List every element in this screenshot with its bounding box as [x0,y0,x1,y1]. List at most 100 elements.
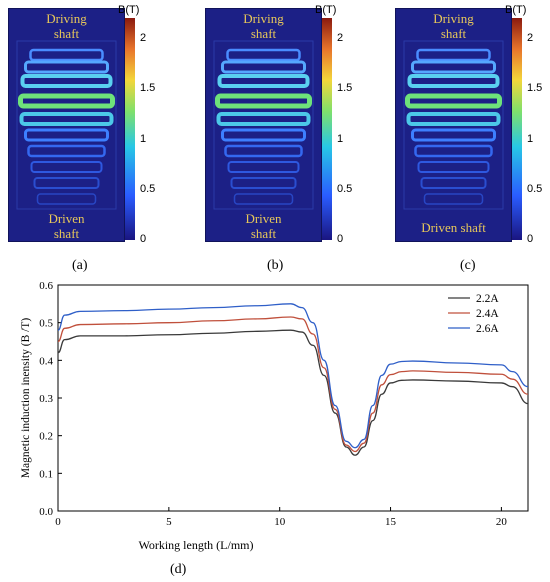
colorbar-tick: 1.5 [337,82,353,94]
field-frame [33,177,100,189]
driven-shaft-label-b: Driven shaft [206,211,321,241]
field-frame [224,144,303,158]
x-tick-label: 5 [166,516,172,528]
field-map-panel-b: Driving shaft Driven shaft B(T) 2 1.5 1 … [197,0,372,280]
y-tick-label: 0.1 [39,468,53,480]
colorbar-a [125,18,135,240]
driving-shaft-line1: Driving [46,11,87,26]
y-tick-label: 0.2 [39,431,53,443]
field-frame [20,74,113,88]
field-frame [420,177,487,189]
field-frame [411,128,496,142]
colorbar-title-c: B(T) [505,4,527,16]
field-map-a: Driving shaft Driven shaft [8,8,125,242]
panel-label-c: (c) [460,258,476,273]
colorbar-c [512,18,522,240]
field-frame [416,48,491,62]
field-frame [406,112,501,126]
legend-label: 2.4A [476,308,499,320]
y-tick-label: 0.0 [39,506,53,518]
driving-shaft-line2: shaft [250,26,277,41]
driven-shaft-line1: Driven [245,211,282,226]
field-frame [216,112,311,126]
driven-shaft-line1: Driven shaft [421,220,486,235]
colorbar-tick: 0.5 [337,183,353,195]
driving-shaft-label-b: Driving shaft [206,11,321,41]
field-frame [221,128,306,142]
y-axis-label: Magnetic induction inensity (B /T) [20,318,32,479]
field-frame [233,193,294,205]
panel-label-a: (a) [72,258,88,273]
field-frame [227,161,300,173]
y-tick-label: 0.5 [39,318,53,330]
driven-shaft-line2: shaft [53,226,80,241]
field-frame [407,74,500,88]
panel-label-b: (b) [267,258,284,273]
field-frame [215,93,312,109]
field-map-c: Driving shaft Driven shaft [395,8,512,242]
x-tick-label: 15 [385,516,397,528]
field-frame [230,177,297,189]
line-chart: 0 5 10 15 20 0.0 0.1 0.2 0.3 0.4 0.5 0.6 2.2A 2.4A 2.… [20,282,529,552]
y-tick-label: 0.4 [39,355,53,367]
driven-shaft-line1: Driven [48,211,85,226]
driving-shaft-label-a: Driving shaft [9,11,124,41]
field-map-panel-c: Driving shaft Driven shaft B(T) 2 1.5 1 … [387,0,550,280]
driven-shaft-label-c: Driven shaft [396,220,511,235]
field-frame [19,112,114,126]
x-tick-label: 10 [274,516,286,528]
driving-shaft-line1: Driving [243,11,284,26]
colorbar-title-a: B(T) [118,4,140,16]
colorbar-tick: 0 [140,233,147,245]
colorbar-tick: 1 [527,133,534,145]
field-frame [30,161,103,173]
colorbar-title-b: B(T) [315,4,337,16]
colorbar-b [322,18,332,240]
field-frame [417,161,490,173]
colorbar-tick: 0.5 [527,183,543,195]
field-map-b: Driving shaft Driven shaft [205,8,322,242]
series-line-2.4A [57,316,529,453]
colorbar-tick: 2 [140,32,147,44]
field-frame [24,128,109,142]
field-frame [221,60,306,74]
driven-shaft-line2: shaft [250,226,277,241]
field-frame [29,48,104,62]
driven-shaft-label-a: Driven shaft [9,211,124,241]
field-frame [405,93,502,109]
field-map-a-graphic [16,40,117,210]
driving-shaft-line1: Driving [433,11,474,26]
field-frame [24,60,109,74]
shaft-body [213,40,314,210]
series-line-2.6A [57,303,529,449]
colorbar-tick: 1 [337,133,344,145]
field-frame [18,93,115,109]
panel-label-d: (d) [170,562,187,577]
colorbar-tick: 2 [527,32,534,44]
field-frame [411,60,496,74]
x-tick-label: 20 [496,516,508,528]
colorbar-tick: 1.5 [527,82,543,94]
field-map-c-graphic [403,40,504,210]
y-tick-label: 0.6 [39,282,53,292]
series-line-2.2A [57,329,529,456]
legend-label: 2.2A [476,293,499,305]
field-frame [27,144,106,158]
driving-shaft-label-c: Driving shaft [396,11,511,41]
colorbar-tick: 0 [527,233,534,245]
field-frame [414,144,493,158]
shaft-body [16,40,117,210]
driving-shaft-line2: shaft [440,26,467,41]
colorbar-tick: 2 [337,32,344,44]
legend-label: 2.6A [476,323,499,335]
field-frame [423,193,484,205]
driving-shaft-line2: shaft [53,26,80,41]
shaft-body [403,40,504,210]
colorbar-tick: 0.5 [140,183,156,195]
field-frame [226,48,301,62]
field-map-panel-a: Driving shaft Driven shaft B(T) 2 1.5 1 … [0,0,175,280]
y-tick-label: 0.3 [39,393,53,405]
field-frame [36,193,97,205]
field-frame [217,74,310,88]
colorbar-tick: 0 [337,233,344,245]
